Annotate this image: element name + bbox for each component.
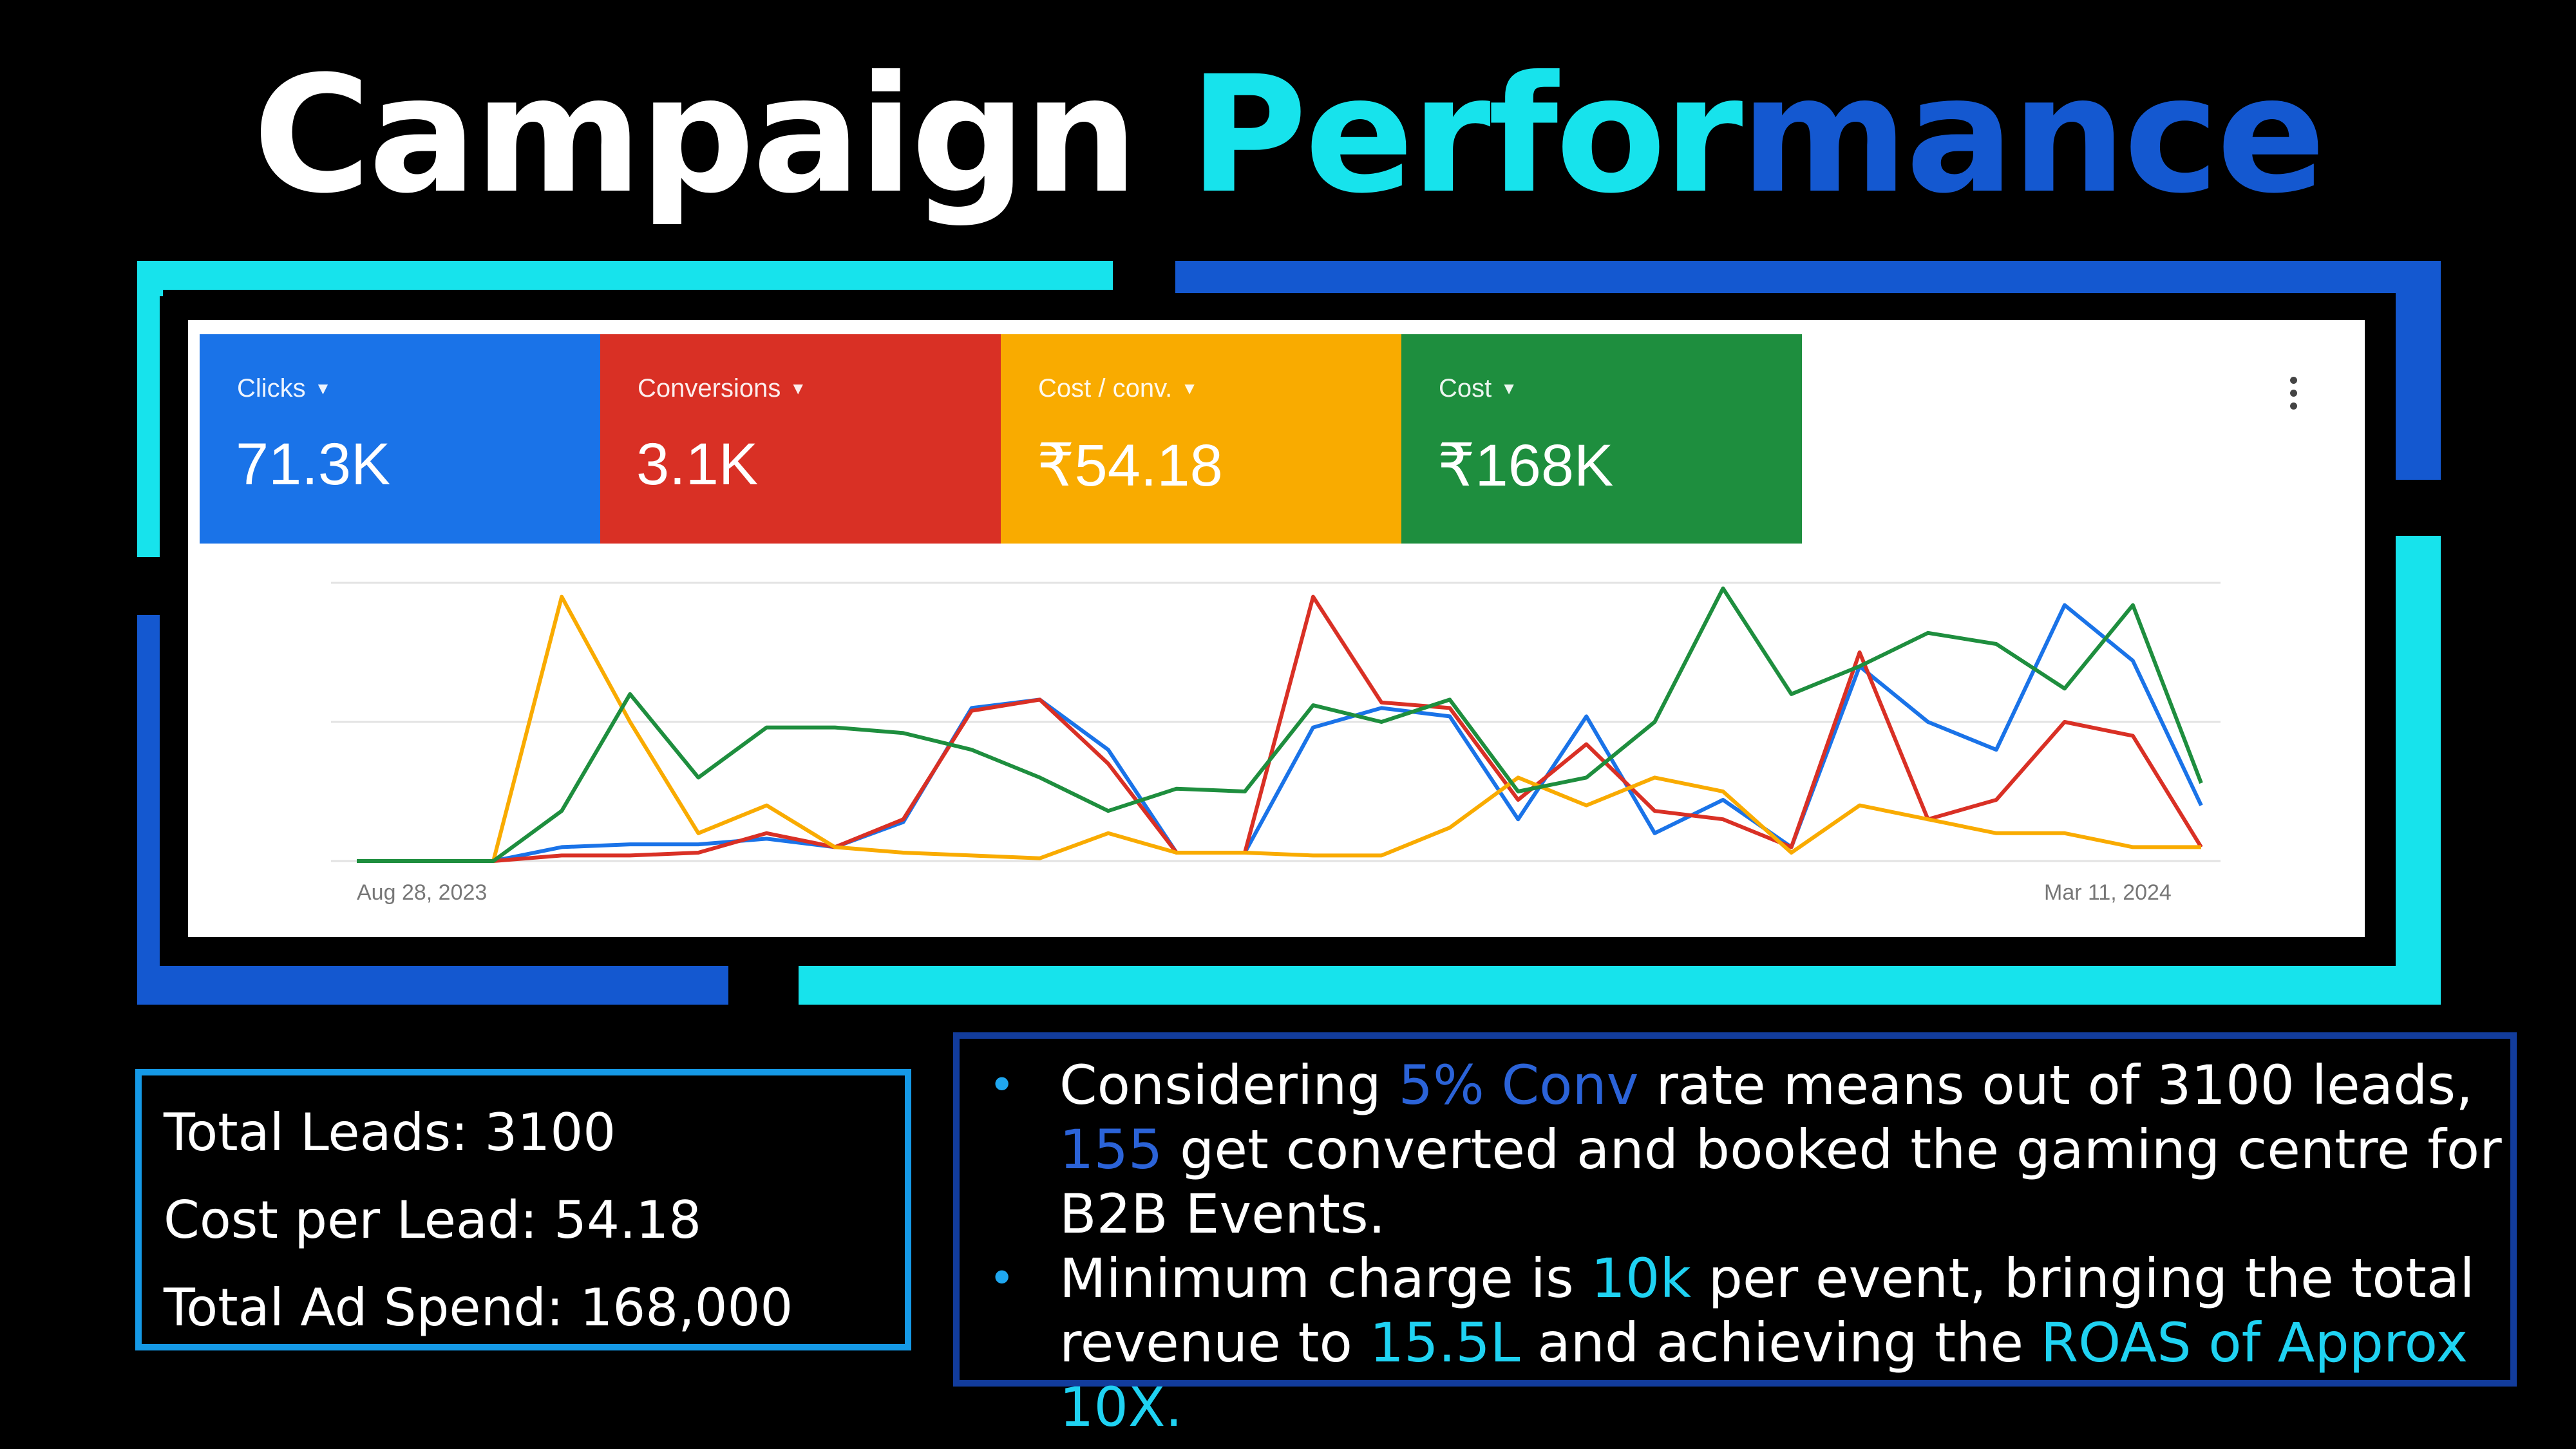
- highlight-roas: ROAS of Approx 10X.: [1059, 1311, 2468, 1439]
- scorecard-cost-label: Cost ▼: [1439, 374, 1517, 402]
- caret-down-icon: ▼: [1501, 379, 1517, 398]
- page-title: Campaign Performance: [0, 45, 2576, 225]
- highlight-revenue: 15.5L: [1369, 1311, 1520, 1374]
- caret-down-icon: ▼: [314, 379, 332, 398]
- scorecard-cost-per-conv-label: Cost / conv. ▼: [1038, 374, 1198, 402]
- title-word-mance: mance: [1740, 41, 2325, 229]
- notes-box: • Considering 5% Conv rate means out of …: [953, 1032, 2517, 1439]
- scorecard-cost-per-conv[interactable]: Cost / conv. ▼ ₹54.18: [1001, 334, 1401, 544]
- x-axis-end-label: Mar 11, 2024: [2044, 880, 2172, 905]
- dashboard-panel: Clicks ▼ 71.3K Conversions ▼ 3.1K Cost / c…: [188, 320, 2365, 937]
- scorecard-cost-per-conv-value: ₹54.18: [1037, 433, 1223, 498]
- note-conversion: • Considering 5% Conv rate means out of …: [989, 1054, 2502, 1245]
- highlight-min-charge: 10k: [1591, 1247, 1691, 1310]
- frame-bar-left-upper: [137, 261, 163, 557]
- frame-bar-right-upper: [2396, 261, 2441, 480]
- series-line-cost: [357, 586, 2203, 863]
- bullet-icon: •: [989, 1252, 1016, 1305]
- series-line-conversions: [357, 594, 2203, 863]
- frame-bar-top-left: [137, 261, 1113, 290]
- total-ad-spend: Total Ad Spend: 168,000: [164, 1278, 793, 1338]
- title-word-campaign: Campaign: [252, 41, 1139, 229]
- total-leads: Total Leads: 3100: [164, 1103, 616, 1162]
- series-line-clicks: [357, 603, 2203, 863]
- stats-box: Total Leads: 3100 Cost per Lead: 54.18 T…: [135, 1069, 911, 1350]
- note-revenue: • Minimum charge is 10k per event, bring…: [989, 1247, 2475, 1439]
- highlight-conv-rate: 5% Conv: [1398, 1054, 1639, 1117]
- scorecard-cost[interactable]: Cost ▼ ₹168K: [1401, 334, 1802, 544]
- highlight-converted-count: 155: [1059, 1118, 1163, 1181]
- frame-bar-right-lower: [2396, 536, 2441, 1005]
- scorecard-conversions-value: 3.1K: [636, 431, 759, 497]
- bullet-icon: •: [989, 1059, 1016, 1112]
- title-word-perfor: Perfor: [1189, 41, 1743, 229]
- scorecard-conversions[interactable]: Conversions ▼ 3.1K: [600, 334, 1001, 544]
- frame-bar-bottom-left: [137, 966, 728, 1005]
- cost-per-lead: Cost per Lead: 54.18: [164, 1190, 702, 1250]
- caret-down-icon: ▼: [1181, 379, 1198, 398]
- frame-bar-top-right: [1175, 261, 2441, 293]
- more-vert-icon[interactable]: [2289, 377, 2298, 415]
- scorecard-clicks[interactable]: Clicks ▼ 71.3K: [200, 334, 600, 544]
- caret-down-icon: ▼: [790, 379, 807, 398]
- scorecard-clicks-value: 71.3K: [236, 431, 391, 497]
- frame-bar-left-lower: [137, 615, 163, 1005]
- scorecard-clicks-label: Clicks ▼: [237, 374, 332, 402]
- series-line-cost-conv: [357, 594, 2201, 863]
- performance-line-chart: [331, 582, 2221, 863]
- frame-bar-bottom-right: [799, 966, 2441, 1005]
- scorecard-conversions-label: Conversions ▼: [638, 374, 807, 402]
- x-axis-start-label: Aug 28, 2023: [357, 880, 488, 905]
- scorecard-cost-value: ₹168K: [1437, 433, 1614, 498]
